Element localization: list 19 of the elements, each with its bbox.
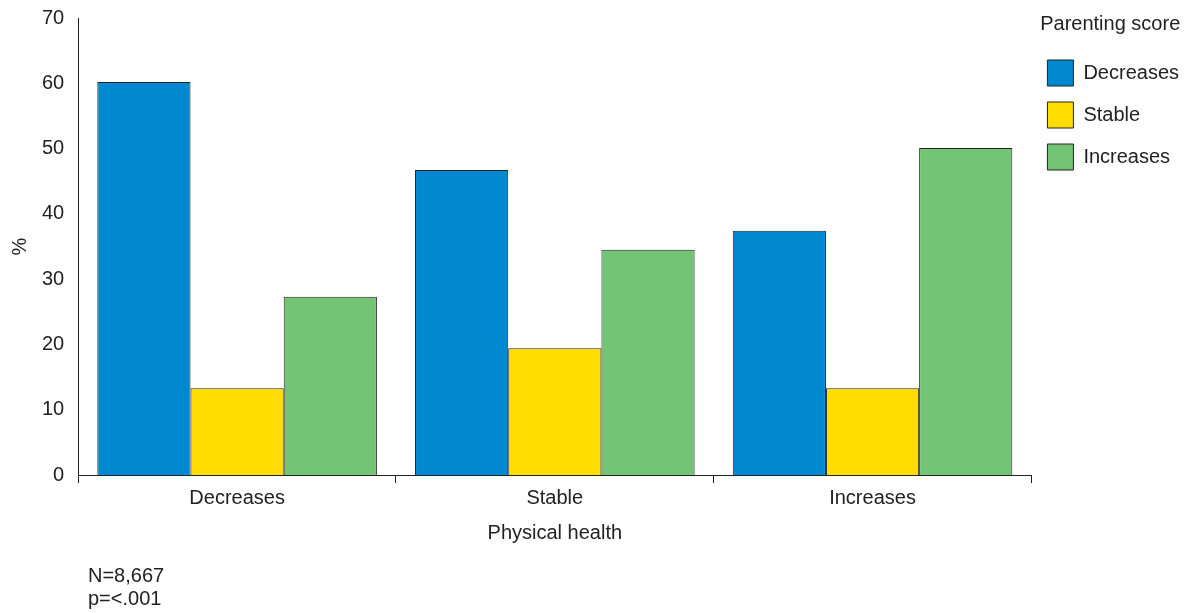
x-tick-label: Decreases (189, 485, 285, 508)
y-tick-label: 50 (42, 136, 65, 159)
y-tick-label: 30 (42, 266, 65, 289)
legend-label: Decreases (1083, 60, 1180, 83)
y-axis-title: % (7, 237, 30, 256)
legend-title: Parenting score (1040, 11, 1181, 34)
y-tick-label: 20 (42, 331, 65, 354)
legend-label: Stable (1083, 102, 1141, 125)
x-axis-title: Physical health (487, 520, 623, 543)
text: N=8,667 (88, 563, 165, 586)
y-tick-label: 60 (42, 70, 65, 93)
legend-label: Increases (1083, 144, 1171, 167)
x-tick-label: Increases (829, 485, 916, 508)
text: p=<.001 (88, 586, 162, 609)
y-tick-label: 0 (53, 462, 65, 485)
y-tick-label: 10 (42, 397, 65, 420)
x-tick-label: Stable (526, 485, 584, 508)
y-tick-label: 70 (42, 5, 65, 28)
y-tick-label: 40 (42, 201, 65, 224)
